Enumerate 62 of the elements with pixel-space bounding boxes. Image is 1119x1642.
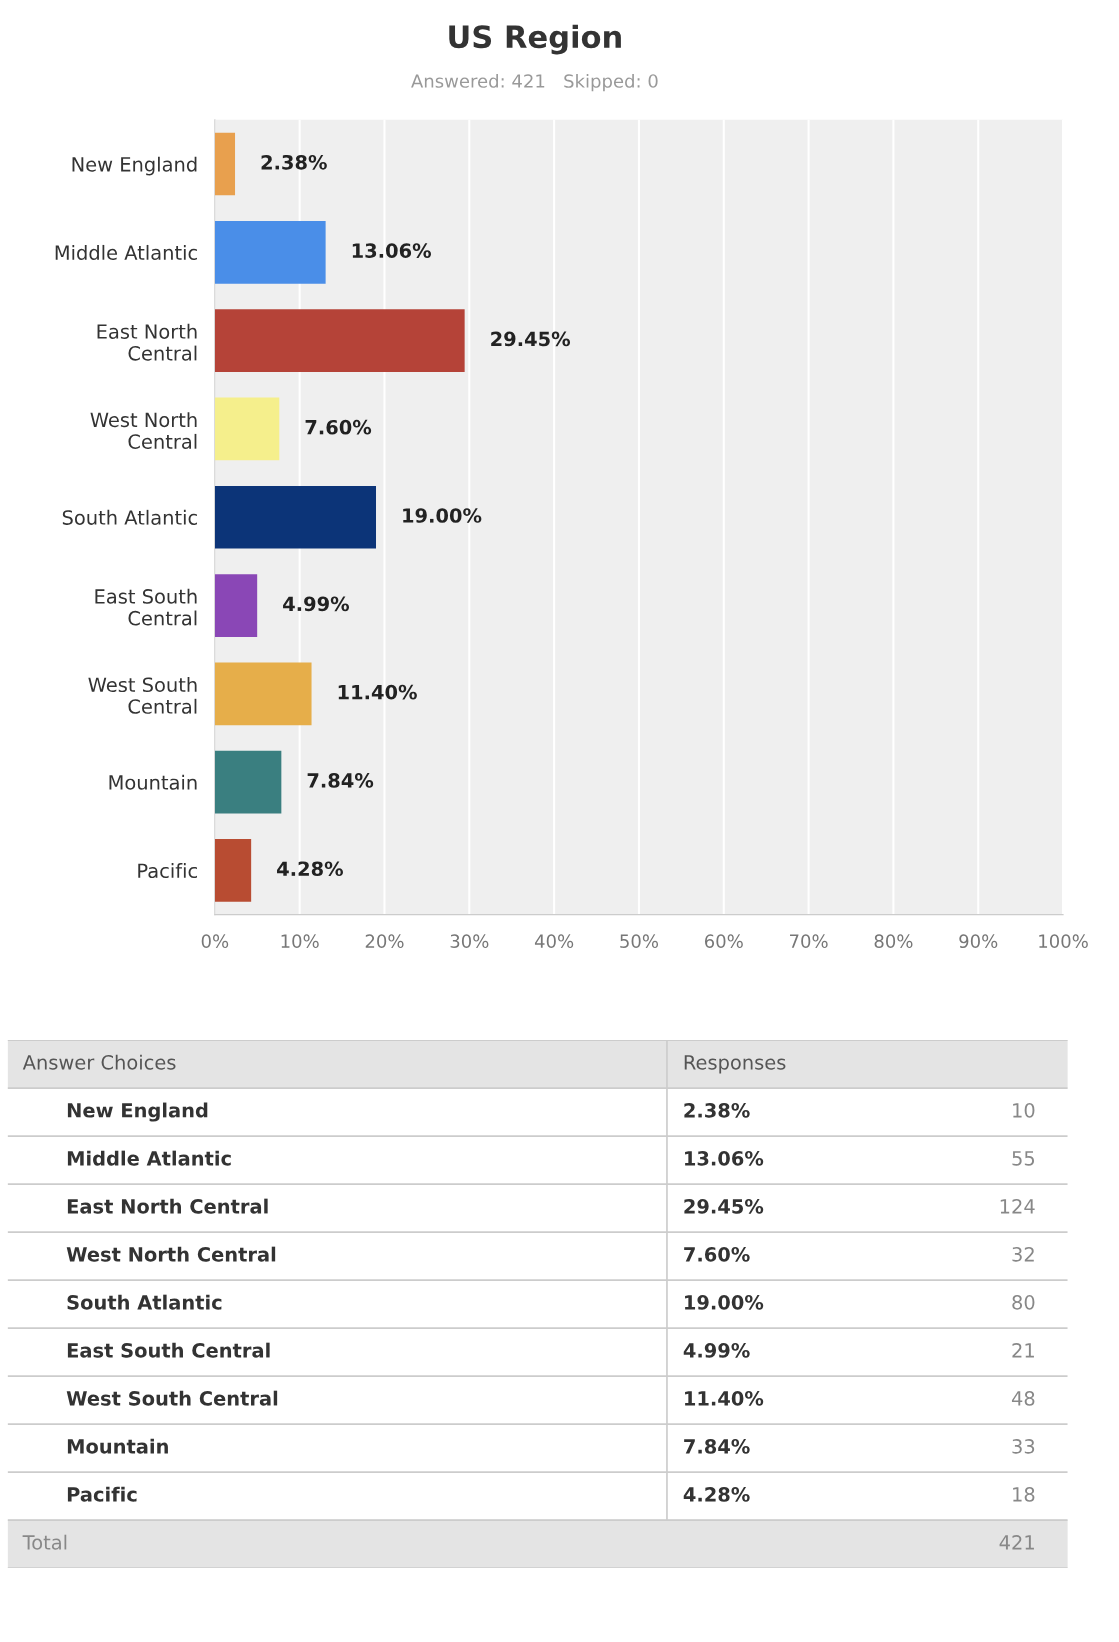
text: 29.45% — [684, 1199, 764, 1214]
text: 21 — [1012, 1343, 1034, 1358]
x-tick-label: 80% — [874, 934, 913, 949]
y-tick-label: West North Central — [90, 412, 197, 449]
text: 13.06% — [685, 1150, 764, 1166]
text: 7.84% — [684, 1439, 750, 1454]
y-tick-label: South Atlantic — [62, 509, 197, 525]
chart-title: US Region — [449, 24, 621, 55]
data-label: 13.06% — [352, 243, 431, 258]
text: 7.60% — [684, 1247, 750, 1262]
text: 10 — [1013, 1102, 1035, 1118]
text: 4.28% — [683, 1487, 750, 1502]
data-label: 4.99% — [283, 596, 350, 612]
y-tick-label: East North Central — [97, 323, 197, 361]
bar — [214, 485, 377, 549]
text: 48 — [1011, 1391, 1035, 1406]
y-tick-label: West South Central — [88, 677, 197, 714]
text: Total — [22, 1534, 67, 1550]
x-tick-label: 40% — [534, 934, 574, 949]
x-tick-label: 10% — [281, 934, 319, 949]
x-tick-label: 100% — [1039, 934, 1088, 949]
text: 2.38% — [684, 1102, 750, 1118]
text: 55 — [1012, 1151, 1035, 1166]
text: 421 — [999, 1535, 1034, 1550]
x-tick-label: 90% — [959, 934, 998, 949]
chart-subtitle: Answered: 421 Skipped: 0 — [411, 73, 658, 92]
x-tick-label: 50% — [620, 934, 659, 949]
x-tick-label: 0% — [201, 934, 229, 949]
text: 32 — [1012, 1247, 1034, 1262]
x-tick-label: 30% — [450, 934, 489, 949]
y-tick-label: New England — [72, 156, 197, 176]
text: Responses — [684, 1055, 786, 1074]
bar — [214, 397, 280, 461]
x-tick-label: 60% — [704, 934, 743, 949]
y-tick-label: Mountain — [109, 774, 197, 790]
bar — [214, 220, 326, 284]
text: 11.40% — [685, 1391, 764, 1406]
data-label: 29.45% — [491, 331, 571, 347]
data-label: 2.38% — [261, 154, 327, 170]
text: Answer Choices — [22, 1054, 176, 1070]
bar — [214, 662, 312, 726]
y-tick-label: East South Central — [95, 588, 197, 626]
data-label: 7.84% — [307, 773, 374, 788]
text: 18 — [1013, 1487, 1035, 1502]
data-label: 7.60% — [305, 419, 372, 435]
data-label: 4.28% — [277, 861, 343, 877]
x-tick-label: 20% — [365, 934, 404, 949]
bar — [214, 750, 282, 814]
bar — [214, 309, 465, 372]
x-tick-label: 70% — [790, 934, 828, 949]
bar — [214, 574, 258, 637]
text: 19.00% — [685, 1295, 764, 1310]
text: 4.99% — [683, 1343, 750, 1358]
text: 80 — [1012, 1295, 1035, 1310]
text: 33 — [1012, 1439, 1035, 1454]
bar — [214, 132, 236, 196]
text: 124 — [1000, 1199, 1035, 1214]
data-label: 11.40% — [338, 684, 417, 700]
y-tick-label: Middle Atlantic — [55, 244, 197, 260]
data-label: 19.00% — [403, 508, 482, 523]
y-tick-label: Pacific — [138, 863, 197, 879]
bar — [214, 839, 252, 902]
